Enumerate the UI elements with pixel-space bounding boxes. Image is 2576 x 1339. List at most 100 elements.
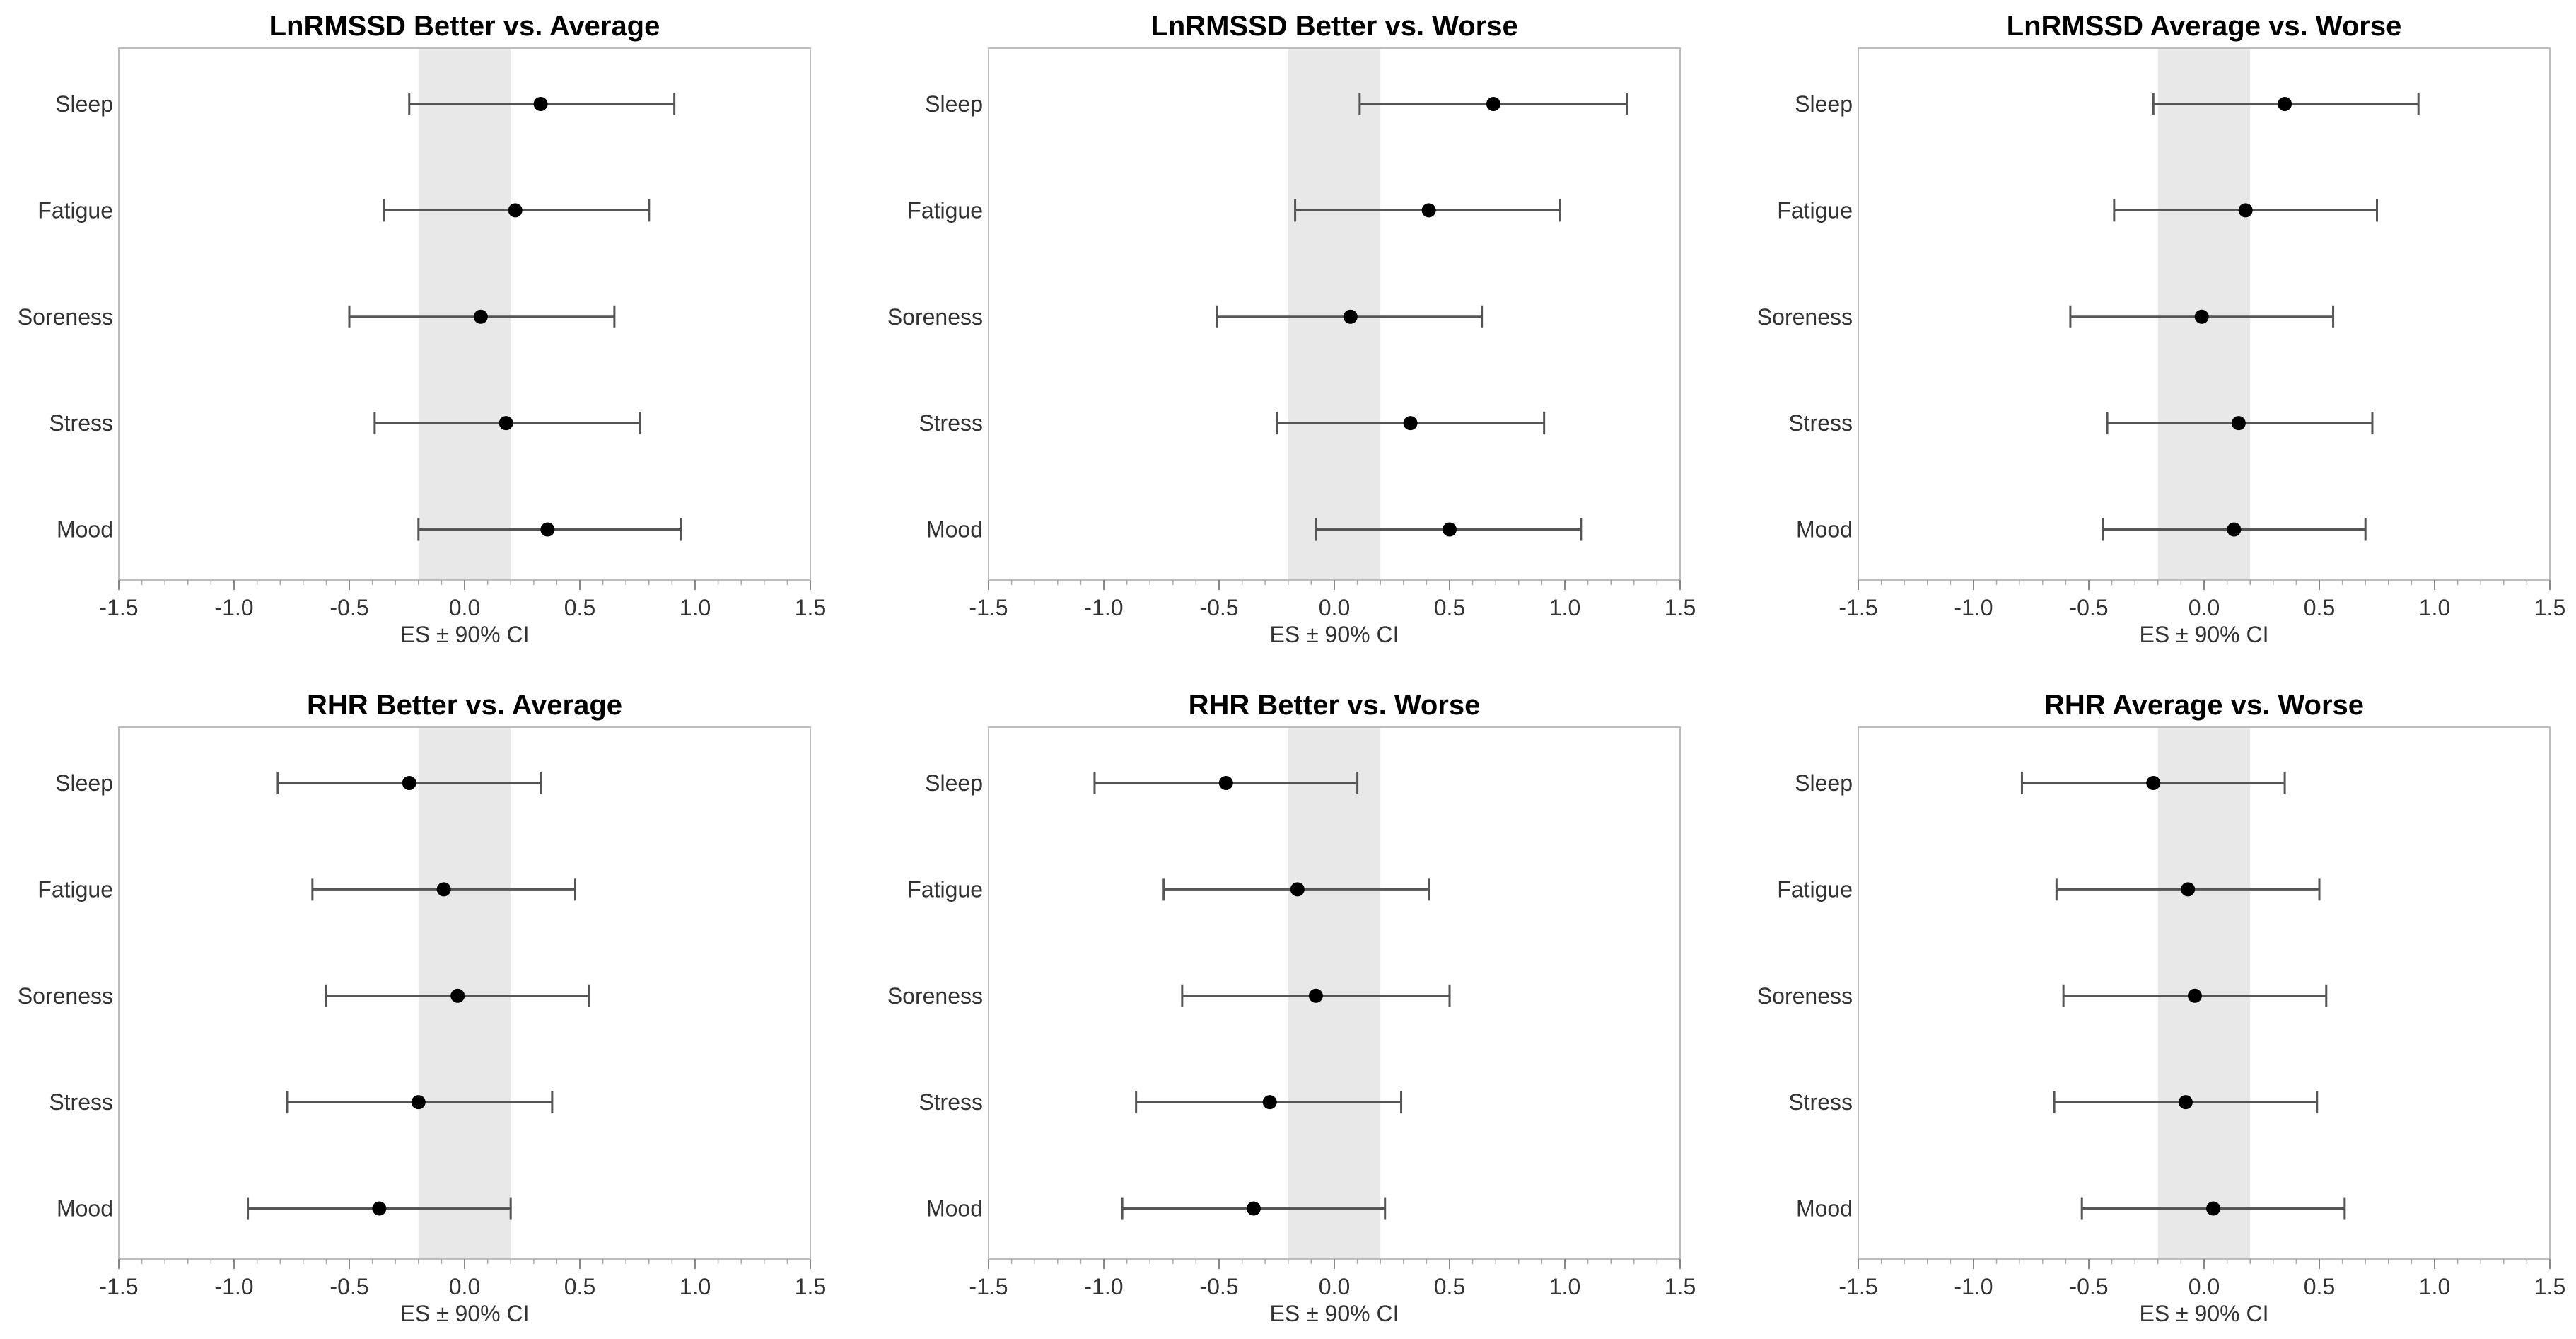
es-point-soreness — [450, 988, 465, 1003]
x-tick-label: 0.5 — [1434, 1274, 1465, 1299]
category-label-sleep: Sleep — [925, 91, 983, 117]
es-point-sleep — [1218, 775, 1233, 790]
category-label-soreness: Soreness — [887, 304, 983, 330]
category-label-sleep: Sleep — [55, 91, 113, 117]
es-point-soreness — [2187, 988, 2202, 1003]
es-point-mood — [2227, 522, 2242, 537]
x-tick-label: 0.5 — [2304, 595, 2335, 620]
x-axis-label: ES ± 90% CI — [2140, 1301, 2269, 1326]
trivial-band — [418, 727, 511, 1259]
category-label-mood: Mood — [1796, 517, 1853, 543]
category-label-fatigue: Fatigue — [37, 197, 113, 223]
x-tick-label: -1.0 — [1954, 1274, 1993, 1299]
panel-title: LnRMSSD Average vs. Worse — [2007, 11, 2402, 42]
category-label-stress: Stress — [1788, 1089, 1853, 1115]
x-tick-label: 0.0 — [1319, 1274, 1350, 1299]
x-tick-label: -1.5 — [99, 1274, 138, 1299]
x-tick-label: 0.0 — [2189, 595, 2220, 620]
x-tick-label: -1.5 — [1838, 1274, 1877, 1299]
es-point-stress — [2231, 416, 2246, 431]
category-label-stress: Stress — [919, 410, 983, 436]
category-label-stress: Stress — [49, 410, 113, 436]
es-point-fatigue — [1290, 882, 1305, 897]
x-tick-label: -1.5 — [969, 1274, 1008, 1299]
category-label-soreness: Soreness — [18, 304, 113, 330]
trivial-band — [2157, 727, 2251, 1259]
es-point-stress — [1262, 1095, 1277, 1110]
panel-title: RHR Better vs. Worse — [1189, 690, 1481, 721]
es-point-sleep — [2278, 96, 2292, 111]
x-tick-label: 1.0 — [1549, 1274, 1580, 1299]
x-tick-label: 1.5 — [795, 595, 826, 620]
x-tick-label: -0.5 — [1199, 595, 1238, 620]
x-axis-label: ES ± 90% CI — [2140, 622, 2269, 647]
category-label-stress: Stress — [49, 1089, 113, 1115]
panel-2: LnRMSSD Better vs. Worse -1.5 -1.0 -0.5 0.0 0… — [887, 11, 1696, 647]
x-tick-label: -1.5 — [1838, 595, 1877, 620]
x-tick-label: 1.5 — [795, 1274, 826, 1299]
x-tick-label: 1.0 — [2419, 1274, 2450, 1299]
category-label-sleep: Sleep — [1795, 91, 1853, 117]
x-tick-label: -1.0 — [1084, 1274, 1123, 1299]
category-label-mood: Mood — [1796, 1196, 1853, 1222]
category-label-mood: Mood — [57, 517, 113, 543]
x-tick-label: -1.0 — [214, 595, 253, 620]
x-tick-label: -0.5 — [330, 595, 368, 620]
x-tick-label: 0.5 — [564, 1274, 595, 1299]
es-point-sleep — [1486, 96, 1500, 111]
x-axis-label: ES ± 90% CI — [400, 1301, 530, 1326]
x-tick-label: 1.5 — [2534, 1274, 2565, 1299]
x-tick-label: -1.0 — [214, 1274, 253, 1299]
x-tick-label: 0.0 — [2189, 1274, 2220, 1299]
es-point-soreness — [2194, 309, 2209, 324]
category-label-sleep: Sleep — [1795, 770, 1853, 796]
panel-1: LnRMSSD Better vs. Average -1.5 -1.0 -0.5 0.… — [18, 11, 826, 647]
trivial-band — [1288, 727, 1381, 1259]
es-point-sleep — [402, 775, 416, 790]
es-point-fatigue — [1421, 203, 1436, 218]
x-tick-label: 0.5 — [1434, 595, 1465, 620]
x-tick-label: -1.5 — [99, 595, 138, 620]
category-label-fatigue: Fatigue — [907, 197, 983, 223]
es-point-stress — [499, 416, 513, 431]
es-point-sleep — [533, 96, 548, 111]
x-tick-label: 0.5 — [564, 595, 595, 620]
panel-5: RHR Better vs. Worse -1.5 -1.0 -0.5 0.0 0.5 1.… — [887, 690, 1696, 1326]
x-tick-label: -1.0 — [1084, 595, 1123, 620]
x-tick-label: -1.5 — [969, 595, 1008, 620]
x-tick-label: -0.5 — [1199, 1274, 1238, 1299]
panel-4: RHR Better vs. Average -1.5 -1.0 -0.5 0.0 0.5… — [18, 690, 826, 1326]
x-tick-label: 1.0 — [1549, 595, 1580, 620]
es-point-fatigue — [436, 882, 451, 897]
category-label-sleep: Sleep — [925, 770, 983, 796]
x-tick-label: 1.0 — [2419, 595, 2450, 620]
es-point-stress — [1403, 416, 1418, 431]
es-point-mood — [372, 1201, 387, 1216]
x-tick-label: 0.0 — [1319, 595, 1350, 620]
x-tick-label: 0.5 — [2304, 1274, 2335, 1299]
panel-3: LnRMSSD Average vs. Worse -1.5 -1.0 -0.5 0.0… — [1757, 11, 2565, 647]
category-label-soreness: Soreness — [887, 983, 983, 1009]
es-point-stress — [411, 1095, 426, 1110]
category-label-sleep: Sleep — [55, 770, 113, 796]
es-point-mood — [1246, 1201, 1261, 1216]
category-label-fatigue: Fatigue — [1777, 876, 1853, 902]
es-point-sleep — [2146, 775, 2161, 790]
es-point-soreness — [1343, 309, 1358, 324]
x-axis-label: ES ± 90% CI — [1270, 622, 1399, 647]
es-point-fatigue — [2181, 882, 2196, 897]
trivial-band — [1288, 48, 1381, 580]
category-label-mood: Mood — [926, 517, 983, 543]
es-point-mood — [540, 522, 555, 537]
panel-title: RHR Average vs. Worse — [2044, 690, 2364, 721]
x-tick-label: 0.0 — [449, 595, 480, 620]
panel-title: LnRMSSD Better vs. Worse — [1150, 11, 1517, 42]
es-point-soreness — [473, 309, 488, 324]
category-label-mood: Mood — [926, 1196, 983, 1222]
x-tick-label: 1.5 — [2534, 595, 2565, 620]
panel-title: RHR Better vs. Average — [307, 690, 622, 721]
x-tick-label: 0.0 — [449, 1274, 480, 1299]
x-tick-label: 1.5 — [1665, 595, 1696, 620]
x-tick-label: -0.5 — [2069, 1274, 2108, 1299]
es-point-fatigue — [2238, 203, 2253, 218]
